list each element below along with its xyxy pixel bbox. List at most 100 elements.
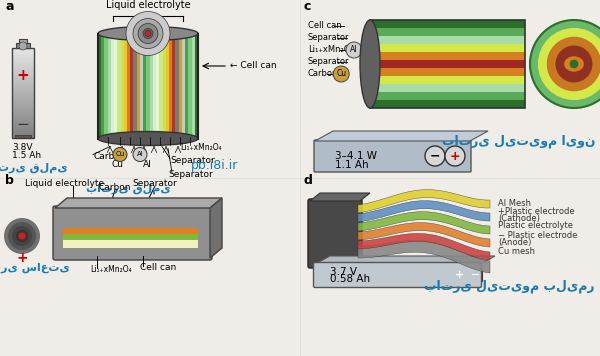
Bar	[12, 108, 34, 109]
Bar	[107, 33, 112, 138]
Bar	[12, 76, 34, 77]
Circle shape	[538, 28, 600, 100]
Text: Separator: Separator	[168, 170, 213, 179]
Bar	[12, 93, 34, 94]
Bar	[370, 59, 525, 68]
Bar	[12, 55, 34, 56]
Bar	[12, 117, 34, 118]
Bar	[370, 99, 525, 108]
Bar	[163, 33, 166, 138]
Circle shape	[445, 146, 465, 166]
Bar	[370, 20, 525, 28]
Bar	[114, 33, 118, 138]
Bar	[12, 120, 34, 121]
Bar	[127, 33, 131, 138]
Text: 3.7 V: 3.7 V	[330, 267, 357, 277]
Text: − Plastic electrode: − Plastic electrode	[498, 231, 577, 241]
Bar	[12, 132, 34, 133]
Bar	[111, 33, 115, 138]
Bar	[12, 69, 34, 70]
Text: Li₁₊xMn₂O₄: Li₁₊xMn₂O₄	[308, 46, 354, 54]
Bar	[12, 103, 34, 104]
Circle shape	[18, 232, 26, 240]
Bar	[370, 84, 525, 92]
Polygon shape	[358, 234, 490, 260]
Bar	[12, 127, 34, 128]
Circle shape	[4, 218, 40, 254]
Text: −: −	[472, 270, 481, 280]
Bar	[12, 102, 34, 103]
Bar	[12, 78, 34, 79]
Circle shape	[133, 19, 163, 48]
Text: باتری لیتیوم بلیمر: باتری لیتیوم بلیمر	[425, 279, 595, 293]
Bar	[12, 74, 34, 75]
Text: c: c	[303, 0, 310, 12]
Bar	[12, 81, 34, 82]
Text: باتری قلمی: باتری قلمی	[0, 163, 67, 173]
Circle shape	[16, 230, 28, 242]
Circle shape	[133, 147, 147, 162]
Circle shape	[346, 42, 362, 58]
Text: 3.8V: 3.8V	[12, 143, 32, 152]
Bar	[470, 269, 482, 281]
Bar	[12, 100, 34, 101]
Bar	[12, 86, 34, 87]
Bar	[12, 104, 34, 105]
Bar	[12, 82, 34, 83]
Bar	[12, 51, 34, 52]
Text: a: a	[5, 0, 14, 12]
Bar	[63, 240, 198, 248]
Circle shape	[12, 226, 32, 246]
Bar	[12, 79, 34, 80]
Bar	[12, 63, 34, 64]
Bar	[12, 95, 34, 96]
Bar	[12, 92, 34, 93]
Bar	[172, 33, 176, 138]
Polygon shape	[358, 222, 490, 247]
Text: باتری ساعتی: باتری ساعتی	[0, 263, 70, 273]
Bar	[153, 33, 157, 138]
Bar	[370, 27, 525, 36]
Text: b: b	[5, 173, 14, 187]
Bar	[175, 33, 179, 138]
Bar	[156, 33, 160, 138]
Bar	[12, 115, 34, 116]
Bar	[12, 119, 34, 120]
Bar	[19, 39, 27, 43]
Bar	[118, 33, 121, 138]
Polygon shape	[358, 212, 490, 234]
Bar	[185, 33, 189, 138]
Text: باتری قلمی: باتری قلمی	[86, 183, 170, 194]
Text: Al: Al	[137, 152, 143, 157]
FancyBboxPatch shape	[53, 206, 212, 260]
Text: +: +	[449, 150, 460, 162]
Text: Liquid electrolyte: Liquid electrolyte	[106, 0, 190, 10]
Text: Al: Al	[350, 46, 358, 54]
Bar	[12, 130, 34, 131]
Polygon shape	[358, 201, 490, 222]
Bar	[12, 57, 34, 58]
Text: Cell can: Cell can	[308, 21, 341, 31]
Bar	[137, 33, 140, 138]
Polygon shape	[315, 256, 495, 264]
Bar	[370, 20, 525, 108]
Bar	[12, 135, 34, 136]
Bar	[12, 133, 34, 134]
Bar	[12, 109, 34, 110]
Text: +Plastic electrode: +Plastic electrode	[498, 206, 575, 215]
Bar	[130, 33, 134, 138]
Bar	[12, 114, 34, 115]
Bar	[12, 67, 34, 68]
Bar	[12, 106, 34, 107]
Bar	[12, 97, 34, 98]
Bar	[12, 88, 34, 89]
Bar	[63, 234, 198, 240]
Bar	[12, 112, 34, 113]
Circle shape	[19, 42, 27, 50]
Text: Liquid electrolyte: Liquid electrolyte	[25, 178, 104, 188]
Text: Al Mesh: Al Mesh	[498, 199, 531, 208]
Bar	[12, 129, 34, 130]
Text: Carbon: Carbon	[93, 152, 125, 161]
Circle shape	[143, 28, 153, 38]
Bar	[12, 48, 34, 138]
